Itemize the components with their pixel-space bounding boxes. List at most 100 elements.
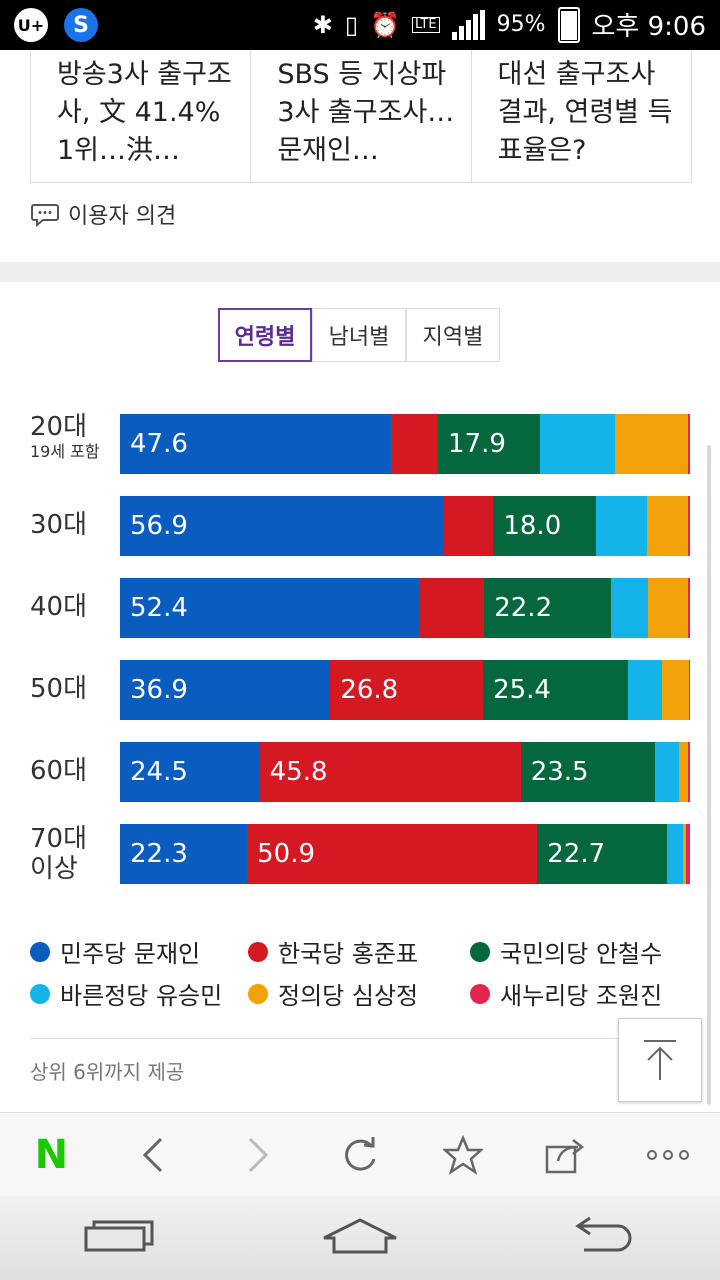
bar-segment [493,496,596,556]
data-label: 22.2 [494,593,553,623]
bar-segment [662,660,689,720]
bar-segment [683,824,686,884]
share-button[interactable] [536,1125,596,1185]
category-label-text: 40대 [30,592,88,622]
category-label: 70대 이상 [30,824,120,884]
alarm-icon: ⏰ [370,10,400,39]
legend-item: 바른정당 유승민 [30,976,222,1011]
user-opinion-label: 이용자 의견 [68,204,177,229]
recent-apps-icon [84,1220,154,1252]
legend-label: 새누리당 조원진 [500,982,663,1010]
category-label: 50대 [30,674,120,704]
tab-region[interactable]: 지역별 [406,308,500,362]
bar-segment [120,496,445,556]
home-button[interactable] [320,1216,400,1260]
news-card[interactable]: SBS 등 지상파 3사 출구조사…문재인… [251,50,472,182]
data-label: 17.9 [448,429,506,459]
bar-segment [654,742,679,802]
bar-segment [687,742,690,802]
chevron-right-icon [249,1137,269,1173]
legend-label: 국민의당 안철수 [500,940,663,968]
category-sublabel: 19세 포함 [30,442,100,461]
legend-label: 정의당 심상정 [278,982,419,1010]
data-label: 25.4 [493,675,551,705]
lte-icon: LTE [411,16,440,33]
bar-segment [418,578,485,638]
bar-segment [120,824,248,884]
data-label: 22.3 [130,839,188,869]
scroll-to-top-button[interactable] [618,1018,702,1102]
status-bar: U+ S ✱ ▯ ⏰ LTE 95% 오후 9:06 [0,0,720,50]
legend-swatch [248,983,268,1004]
chart-row: 70대 이상 22.3 50.9 22.7 [30,824,690,884]
bar-segment [120,660,331,720]
more-dots-icon [647,1150,690,1160]
legend-item: 한국당 홍준표 [248,934,418,969]
bar-segment [120,414,392,474]
chart-row: 30대 56.9 18.0 [30,496,690,556]
bar-segment [438,414,541,474]
recent-apps-button[interactable] [80,1216,160,1260]
naver-home-button[interactable]: N [21,1125,81,1185]
share-icon [545,1139,584,1174]
legend-swatch [470,941,490,962]
bar-segment [648,578,689,638]
news-card[interactable]: 방송3사 출구조사, 文 41.4% 1위…洪… [31,50,252,182]
legend-item: 정의당 심상정 [248,976,418,1011]
data-label: 45.8 [269,757,328,787]
breakdown-tabs: 연령별 남녀별 지역별 [218,308,500,362]
category-label: 30대 [30,510,120,540]
refresh-button[interactable] [330,1125,390,1185]
browser-toolbar: N [0,1112,720,1197]
data-label: 47.6 [130,429,188,459]
chart-row: 20대 19세 포함 47.6 17.9 [30,412,690,474]
battery-percent: 95% [496,12,546,37]
footer-note: 상위 6위까지 제공 [30,1060,185,1084]
bookmark-button[interactable] [433,1125,493,1185]
chart-row: 40대 52.4 22.2 [30,578,690,638]
back-nav-button[interactable] [560,1216,640,1260]
category-label: 40대 [30,592,120,622]
bar-segment [247,824,538,884]
bar-segment [330,660,484,720]
category-label-text: 70대 이상 [30,824,88,884]
bar-segment [627,660,663,720]
related-news-strip: 방송3사 출구조사, 文 41.4% 1위…洪… SBS 등 지상파 3사 출구… [30,50,692,183]
legend-swatch [470,983,490,1004]
user-opinion-link[interactable]: 이용자 의견 [30,198,176,230]
bar-segment [483,660,628,720]
stacked-bar: 36.9 26.8 25.4 [120,660,690,720]
forward-button[interactable] [227,1125,287,1185]
refresh-icon [345,1137,376,1171]
bar-segment [646,496,689,556]
tab-age[interactable]: 연령별 [218,308,312,362]
back-button[interactable] [124,1125,184,1185]
category-label: 60대 [30,756,120,786]
data-label: 52.4 [130,593,188,623]
legend-item: 민주당 문재인 [30,934,200,969]
more-button[interactable] [638,1125,698,1185]
stacked-bar: 56.9 18.0 [120,496,690,556]
chart-row: 60대 24.5 45.8 23.5 [30,742,690,802]
bar-segment [688,660,690,720]
s-app-icon: S [64,8,98,42]
stacked-bar: 24.5 45.8 23.5 [120,742,690,802]
legend-item: 국민의당 안철수 [470,934,662,969]
news-card[interactable]: 대선 출구조사 결과, 연령별 득표율은? [497,59,673,166]
data-label: 56.9 [130,511,188,541]
bar-segment [615,414,688,474]
battery-icon [557,6,580,43]
legend-label: 한국당 홍준표 [278,940,419,968]
signal-icon [451,9,485,40]
legend-label: 민주당 문재인 [60,940,201,968]
tab-gender[interactable]: 남녀별 [312,308,406,362]
footer-divider [30,1038,690,1039]
bar-segment [391,414,439,474]
bar-segment [678,742,688,802]
bar-segment [686,824,690,884]
bar-segment [120,742,260,802]
data-label: 50.9 [257,839,315,869]
scrollbar[interactable] [707,445,711,1105]
arrow-up-icon [644,1040,676,1080]
bar-segment [444,496,494,556]
